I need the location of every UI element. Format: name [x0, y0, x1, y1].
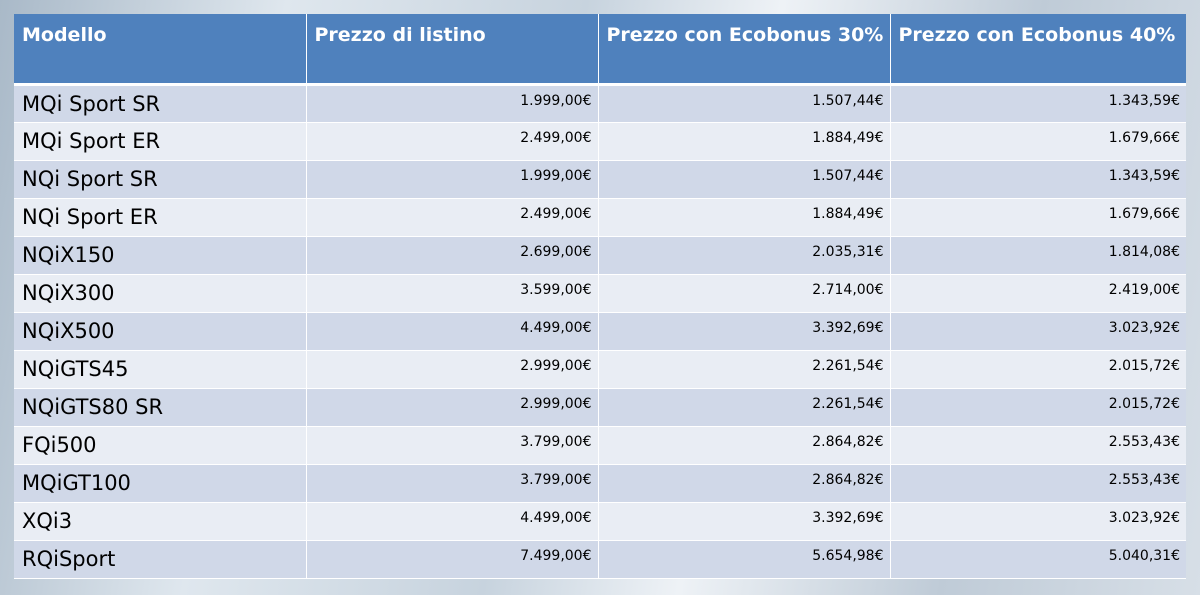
list-price: 2.499,00€: [306, 198, 599, 237]
price-ecobonus-40: 2.419,00€: [890, 274, 1186, 313]
price-ecobonus-30: 2.261,54€: [598, 388, 891, 427]
price-ecobonus-30: 5.654,98€: [598, 540, 891, 579]
header-row: Modello Prezzo di listino Prezzo con Eco…: [14, 14, 1186, 86]
table-body: MQi Sport SR 1.999,00€ 1.507,44€ 1.343,5…: [14, 84, 1186, 579]
table-row: XQi3 4.499,00€ 3.392,69€ 3.023,92€: [14, 502, 1186, 541]
model-name: FQi500: [14, 426, 307, 465]
price-ecobonus-40: 1.679,66€: [890, 198, 1186, 237]
price-ecobonus-30: 3.392,69€: [598, 502, 891, 541]
table-row: NQiX500 4.499,00€ 3.392,69€ 3.023,92€: [14, 312, 1186, 351]
table-row: MQi Sport ER 2.499,00€ 1.884,49€ 1.679,6…: [14, 122, 1186, 161]
list-price: 7.499,00€: [306, 540, 599, 579]
list-price: 2.999,00€: [306, 388, 599, 427]
price-ecobonus-30: 2.864,82€: [598, 464, 891, 503]
price-ecobonus-30: 2.261,54€: [598, 350, 891, 389]
price-ecobonus-40: 2.015,72€: [890, 388, 1186, 427]
list-price: 3.799,00€: [306, 464, 599, 503]
price-ecobonus-30: 1.507,44€: [598, 160, 891, 199]
table-row: NQi Sport ER 2.499,00€ 1.884,49€ 1.679,6…: [14, 198, 1186, 237]
price-ecobonus-40: 1.343,59€: [890, 84, 1186, 123]
header-modello: Modello: [14, 14, 307, 86]
list-price: 3.799,00€: [306, 426, 599, 465]
price-ecobonus-40: 5.040,31€: [890, 540, 1186, 579]
model-name: NQiX500: [14, 312, 307, 351]
table-row: NQiGTS80 SR 2.999,00€ 2.261,54€ 2.015,72…: [14, 388, 1186, 427]
price-ecobonus-30: 1.884,49€: [598, 198, 891, 237]
table-row: NQiX150 2.699,00€ 2.035,31€ 1.814,08€: [14, 236, 1186, 275]
price-table: Modello Prezzo di listino Prezzo con Eco…: [14, 14, 1186, 579]
model-name: XQi3: [14, 502, 307, 541]
price-ecobonus-30: 2.035,31€: [598, 236, 891, 275]
price-ecobonus-40: 2.553,43€: [890, 464, 1186, 503]
price-ecobonus-40: 1.343,59€: [890, 160, 1186, 199]
header-prezzo-listino: Prezzo di listino: [306, 14, 599, 86]
table-row: MQiGT100 3.799,00€ 2.864,82€ 2.553,43€: [14, 464, 1186, 503]
model-name: MQiGT100: [14, 464, 307, 503]
header-prezzo-ecobonus-30: Prezzo con Ecobonus 30%: [598, 14, 891, 86]
price-ecobonus-40: 1.679,66€: [890, 122, 1186, 161]
table-row: NQiGTS45 2.999,00€ 2.261,54€ 2.015,72€: [14, 350, 1186, 389]
list-price: 1.999,00€: [306, 160, 599, 199]
model-name: MQi Sport SR: [14, 84, 307, 123]
price-ecobonus-30: 2.714,00€: [598, 274, 891, 313]
table-header: Modello Prezzo di listino Prezzo con Eco…: [14, 14, 1186, 86]
table-row: NQiX300 3.599,00€ 2.714,00€ 2.419,00€: [14, 274, 1186, 313]
model-name: NQi Sport SR: [14, 160, 307, 199]
price-ecobonus-40: 2.015,72€: [890, 350, 1186, 389]
table-row: NQi Sport SR 1.999,00€ 1.507,44€ 1.343,5…: [14, 160, 1186, 199]
model-name: RQiSport: [14, 540, 307, 579]
price-ecobonus-40: 3.023,92€: [890, 502, 1186, 541]
model-name: MQi Sport ER: [14, 122, 307, 161]
list-price: 2.699,00€: [306, 236, 599, 275]
price-ecobonus-40: 1.814,08€: [890, 236, 1186, 275]
price-ecobonus-30: 1.884,49€: [598, 122, 891, 161]
list-price: 2.499,00€: [306, 122, 599, 161]
model-name: NQiX300: [14, 274, 307, 313]
price-ecobonus-40: 2.553,43€: [890, 426, 1186, 465]
list-price: 2.999,00€: [306, 350, 599, 389]
list-price: 4.499,00€: [306, 502, 599, 541]
table-row: RQiSport 7.499,00€ 5.654,98€ 5.040,31€: [14, 540, 1186, 579]
price-ecobonus-40: 3.023,92€: [890, 312, 1186, 351]
model-name: NQiX150: [14, 236, 307, 275]
table-row: FQi500 3.799,00€ 2.864,82€ 2.553,43€: [14, 426, 1186, 465]
table-row: MQi Sport SR 1.999,00€ 1.507,44€ 1.343,5…: [14, 84, 1186, 123]
model-name: NQi Sport ER: [14, 198, 307, 237]
price-ecobonus-30: 2.864,82€: [598, 426, 891, 465]
price-table-container: Modello Prezzo di listino Prezzo con Eco…: [14, 14, 1186, 579]
header-prezzo-ecobonus-40: Prezzo con Ecobonus 40%: [890, 14, 1186, 86]
list-price: 4.499,00€: [306, 312, 599, 351]
price-ecobonus-30: 3.392,69€: [598, 312, 891, 351]
price-ecobonus-30: 1.507,44€: [598, 84, 891, 123]
list-price: 3.599,00€: [306, 274, 599, 313]
model-name: NQiGTS45: [14, 350, 307, 389]
model-name: NQiGTS80 SR: [14, 388, 307, 427]
list-price: 1.999,00€: [306, 84, 599, 123]
